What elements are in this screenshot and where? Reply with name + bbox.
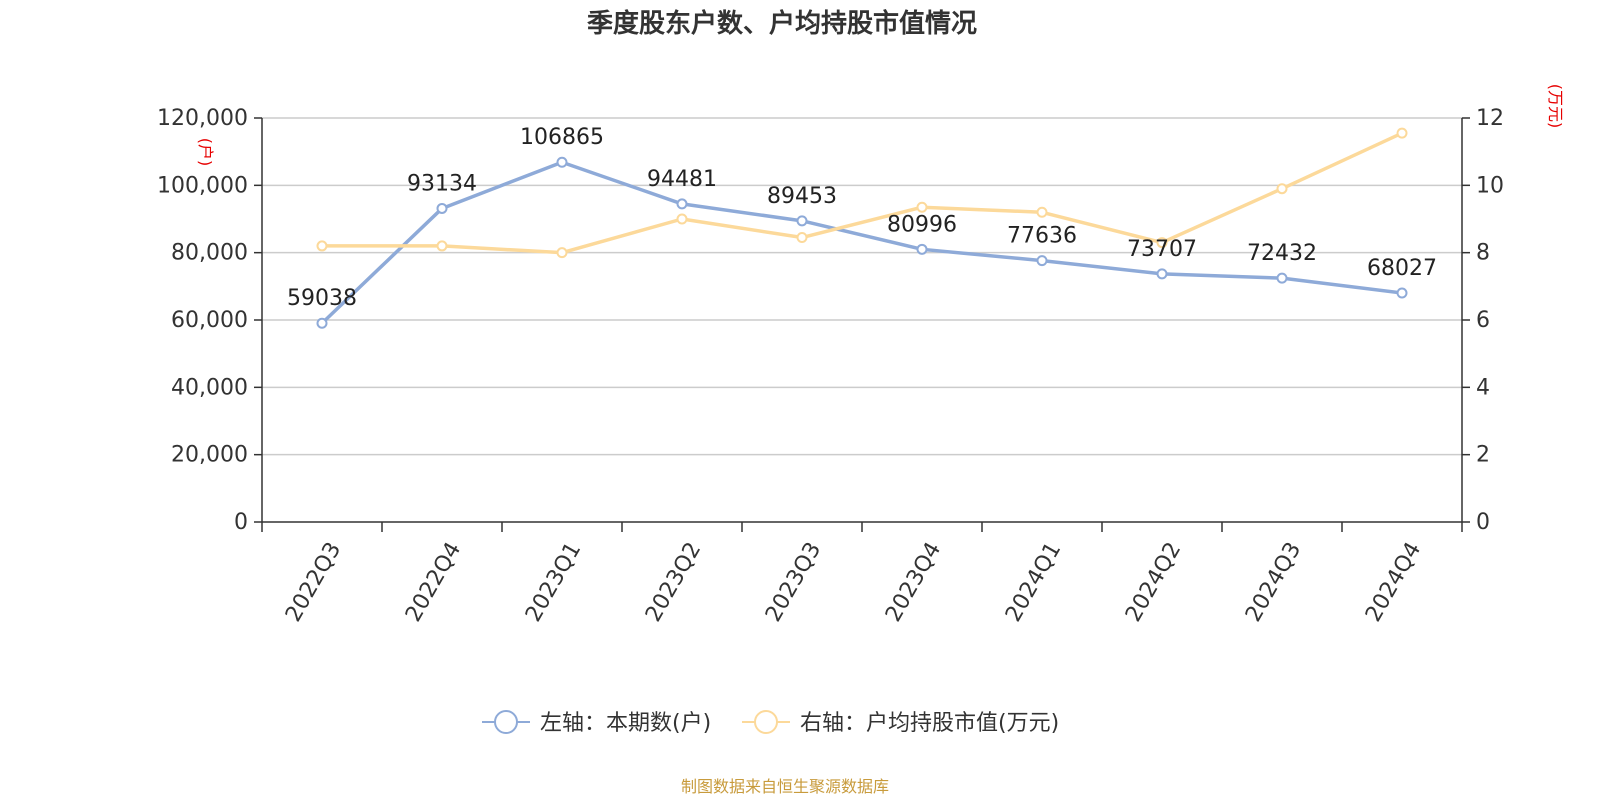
data-point xyxy=(1396,287,1408,299)
legend-marker xyxy=(754,710,778,734)
data-point xyxy=(916,243,928,255)
left-tick-label: 60,000 xyxy=(171,308,248,333)
data-label: 59038 xyxy=(287,286,357,311)
right-tick-label: 6 xyxy=(1476,308,1490,333)
x-tick-label: 2023Q3 xyxy=(761,538,826,626)
series-lines xyxy=(316,127,1408,329)
left-tick-label: 100,000 xyxy=(157,173,248,198)
grid-lines xyxy=(262,117,1462,456)
right-tick-label: 10 xyxy=(1476,173,1504,198)
data-point xyxy=(316,317,328,329)
right-tick-label: 0 xyxy=(1476,510,1490,535)
data-label: 93134 xyxy=(407,171,477,196)
data-label: 106865 xyxy=(520,125,604,150)
data-label: 73707 xyxy=(1127,237,1197,262)
data-label: 94481 xyxy=(647,167,717,192)
data-point xyxy=(676,198,688,210)
left-tick-label: 40,000 xyxy=(171,375,248,400)
data-label: 77636 xyxy=(1007,224,1077,249)
data-point xyxy=(796,215,808,227)
x-tick-label: 2023Q1 xyxy=(521,538,586,626)
series-line-left xyxy=(320,160,1404,325)
legend-item-left-axis: 左轴：本期数(户) xyxy=(482,710,711,736)
data-point xyxy=(1156,237,1168,249)
legend-label: 右轴：户均持股市值(万元) xyxy=(800,711,1059,736)
data-point xyxy=(316,240,328,252)
legend-label: 左轴：本期数(户) xyxy=(540,711,711,736)
x-tick-label: 2024Q3 xyxy=(1241,538,1306,626)
data-point xyxy=(1156,268,1168,280)
data-label: 80996 xyxy=(887,212,957,237)
source-note: 制图数据来自恒生聚源数据库 xyxy=(681,777,889,796)
x-tick-label: 2022Q3 xyxy=(281,538,346,626)
data-label: 72432 xyxy=(1247,241,1317,266)
x-tick-label: 2024Q2 xyxy=(1121,538,1186,626)
left-tick-label: 80,000 xyxy=(171,241,248,266)
data-point xyxy=(556,247,568,259)
right-tick-label: 4 xyxy=(1476,375,1490,400)
data-point xyxy=(796,232,808,244)
chart-title: 季度股东户数、户均持股市值情况 xyxy=(587,8,977,39)
left-tick-label: 20,000 xyxy=(171,443,248,468)
data-point xyxy=(436,240,448,252)
left-axis-unit: (户) xyxy=(196,138,215,167)
data-label: 89453 xyxy=(767,184,837,209)
series-line-right xyxy=(320,131,1404,255)
data-point xyxy=(1036,255,1048,267)
left-tick-label: 120,000 xyxy=(157,106,248,131)
data-point xyxy=(676,213,688,225)
legend: 左轴：本期数(户) 右轴：户均持股市值(万元) xyxy=(482,710,1059,736)
x-tick-label: 2023Q2 xyxy=(641,538,706,626)
data-point xyxy=(436,202,448,214)
right-tick-label: 8 xyxy=(1476,241,1490,266)
data-point xyxy=(556,156,568,168)
data-point xyxy=(1276,183,1288,195)
data-point xyxy=(1276,272,1288,284)
data-point xyxy=(1036,206,1048,218)
x-tick-label: 2022Q4 xyxy=(401,538,466,626)
right-tick-label: 12 xyxy=(1476,106,1504,131)
x-tick-label: 2024Q1 xyxy=(1001,538,1066,626)
x-tick-label: 2023Q4 xyxy=(881,538,946,626)
x-tick-label: 2024Q4 xyxy=(1361,538,1426,626)
data-label: 68027 xyxy=(1367,256,1437,281)
right-tick-label: 2 xyxy=(1476,443,1490,468)
data-labels: 59038 93134 106865 94481 89453 80996 77636 7370… xyxy=(287,125,1437,311)
right-axis-unit: (万元) xyxy=(1546,84,1565,129)
legend-item-right-axis: 右轴：户均持股市值(万元) xyxy=(742,710,1059,736)
data-point xyxy=(916,201,928,213)
legend-marker xyxy=(494,710,518,734)
left-tick-label: 0 xyxy=(234,510,248,535)
data-point xyxy=(1396,127,1408,139)
